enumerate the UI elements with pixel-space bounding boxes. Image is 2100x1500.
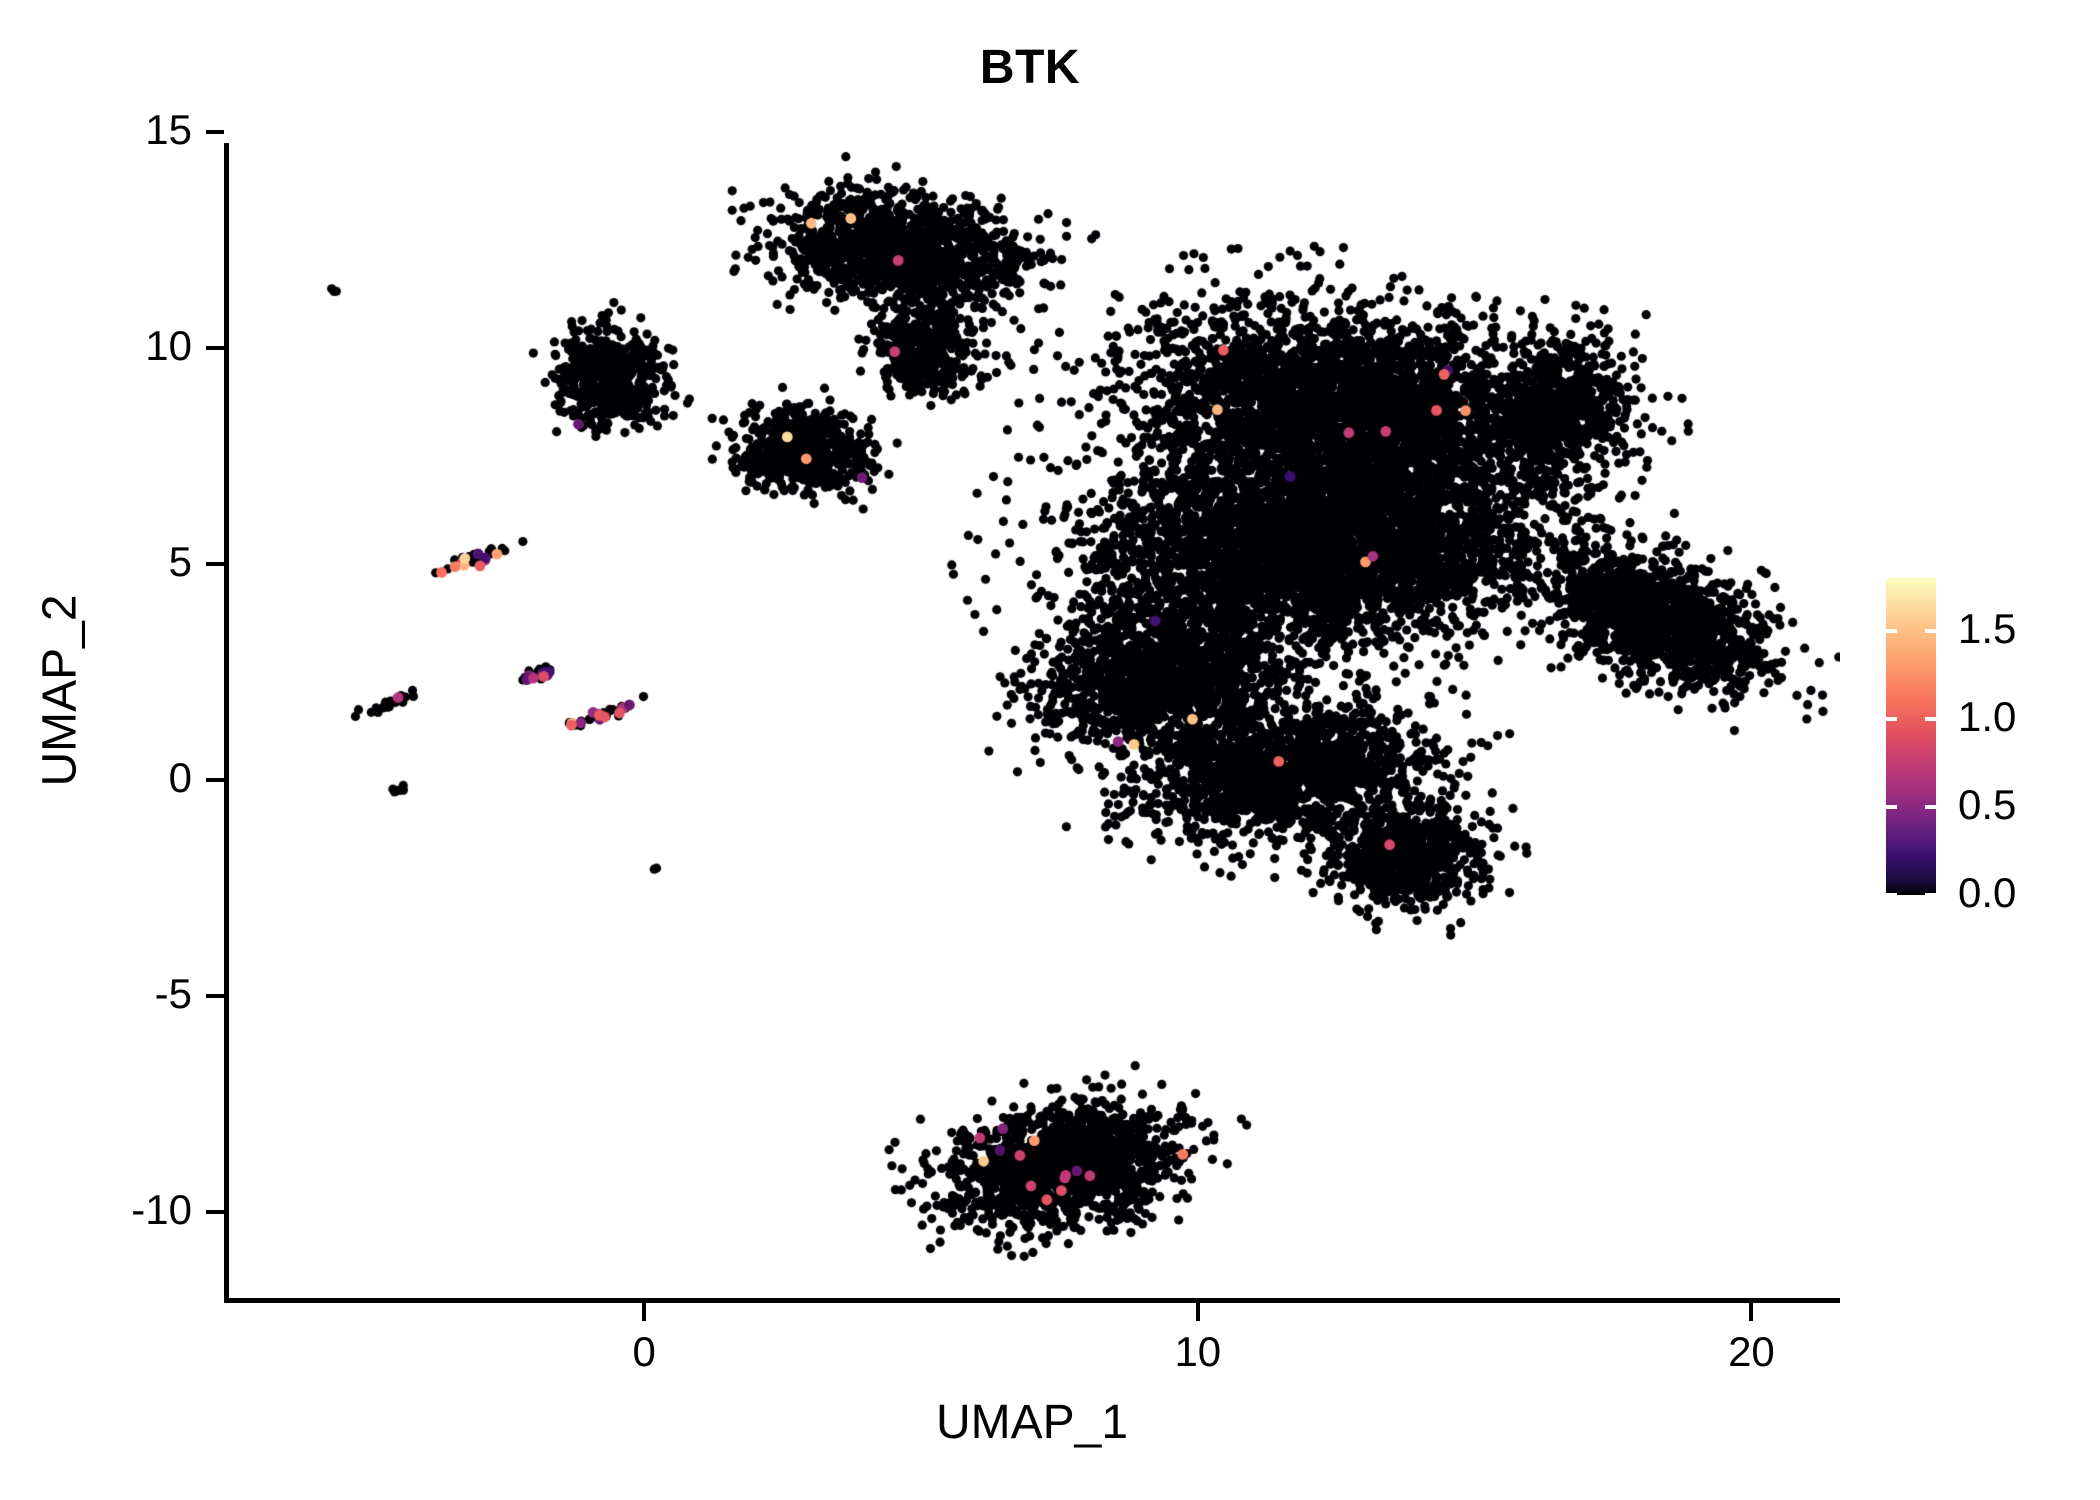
y-tick-label: 0 — [168, 753, 192, 801]
y-tick-mark — [206, 993, 224, 998]
colorbar-tick-label: 0.0 — [1958, 869, 2017, 916]
colorbar-tick-mark — [1886, 628, 1897, 633]
colorbar-tick-mark — [1925, 628, 1936, 633]
colorbar-tick-mark — [1925, 804, 1936, 809]
colorbar-tick-mark — [1925, 716, 1936, 721]
page-title: BTK — [0, 40, 2100, 95]
x-axis-title: UMAP_1 — [935, 1396, 1129, 1449]
plot-title-text: BTK — [979, 41, 1081, 94]
y-tick-mark — [206, 1209, 224, 1214]
y-tick-mark — [206, 561, 224, 566]
x-tick-mark — [642, 1303, 647, 1321]
x-tick-mark — [1195, 1303, 1200, 1321]
colorbar-legend: 1.5 1.0 0.5 0.0 — [1886, 578, 2086, 916]
x-tick-label: 10 — [1174, 1328, 1222, 1375]
colorbar-tick-mark — [1925, 893, 1936, 897]
colorbar-tick-label: 1.0 — [1958, 692, 2017, 740]
y-axis-title: UMAP_2 — [33, 594, 87, 787]
x-axis-line — [224, 1298, 1840, 1303]
colorbar-tick-mark — [1886, 716, 1897, 721]
x-tick-label: 0 — [632, 1328, 656, 1375]
y-tick-mark — [206, 129, 224, 134]
y-tick-label: -10 — [131, 1185, 192, 1233]
x-tick-mark — [1749, 1303, 1754, 1321]
colorbar-tick-mark — [1886, 804, 1897, 809]
y-axis-line — [224, 143, 229, 1303]
colorbar-gradient — [1886, 578, 1936, 895]
y-tick-label: 15 — [145, 105, 192, 153]
y-tick-mark — [206, 345, 224, 350]
x-tick-label: 20 — [1728, 1328, 1775, 1375]
colorbar-tick-label: 0.5 — [1958, 780, 2017, 828]
y-tick-mark — [206, 777, 224, 782]
colorbar-tick-label: 1.5 — [1958, 604, 2017, 652]
colorbar-tick-mark — [1886, 893, 1897, 897]
y-tick-label: -5 — [154, 969, 192, 1017]
y-tick-label: 5 — [168, 537, 192, 585]
plot-panel — [229, 110, 1840, 1298]
y-tick-label: 10 — [145, 321, 192, 369]
scatter-plot-canvas — [229, 110, 1840, 1298]
